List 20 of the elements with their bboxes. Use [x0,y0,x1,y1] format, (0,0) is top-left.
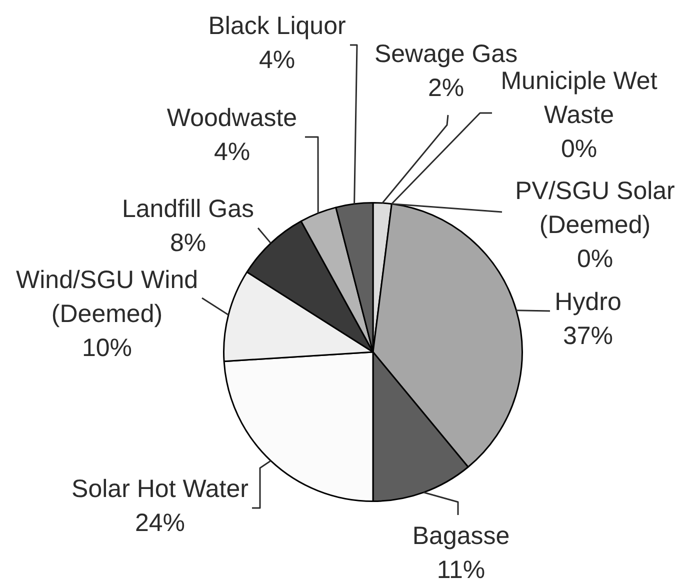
slice-label: Bagasse [412,522,510,550]
slice-label: Landfill Gas [122,195,254,223]
data-label: 2% [428,74,464,102]
slice-label: Solar Hot Water [72,475,248,503]
data-label: 24% [134,509,186,537]
data-label: 8% [170,229,206,257]
slice-label: Wind/SGU Wind (Deemed) [16,266,198,328]
text: 0% [576,245,614,273]
data-label: 4% [214,138,250,166]
data-label: 4% [258,46,296,74]
category-label: Municiple Wet Waste [500,67,658,129]
data-label: 10% [82,334,132,362]
slice-label: Black Liquor [208,12,346,40]
slice-label: Woodwaste [166,104,298,132]
slice-label: Hydro [554,288,622,316]
slice-label: Sewage Gas [374,40,518,68]
legend-label: PV/SGU Solar (Deemed) [515,177,675,239]
data-label: 11% [436,556,486,583]
data-label: 37% [562,322,614,350]
text: 0% [560,135,598,163]
